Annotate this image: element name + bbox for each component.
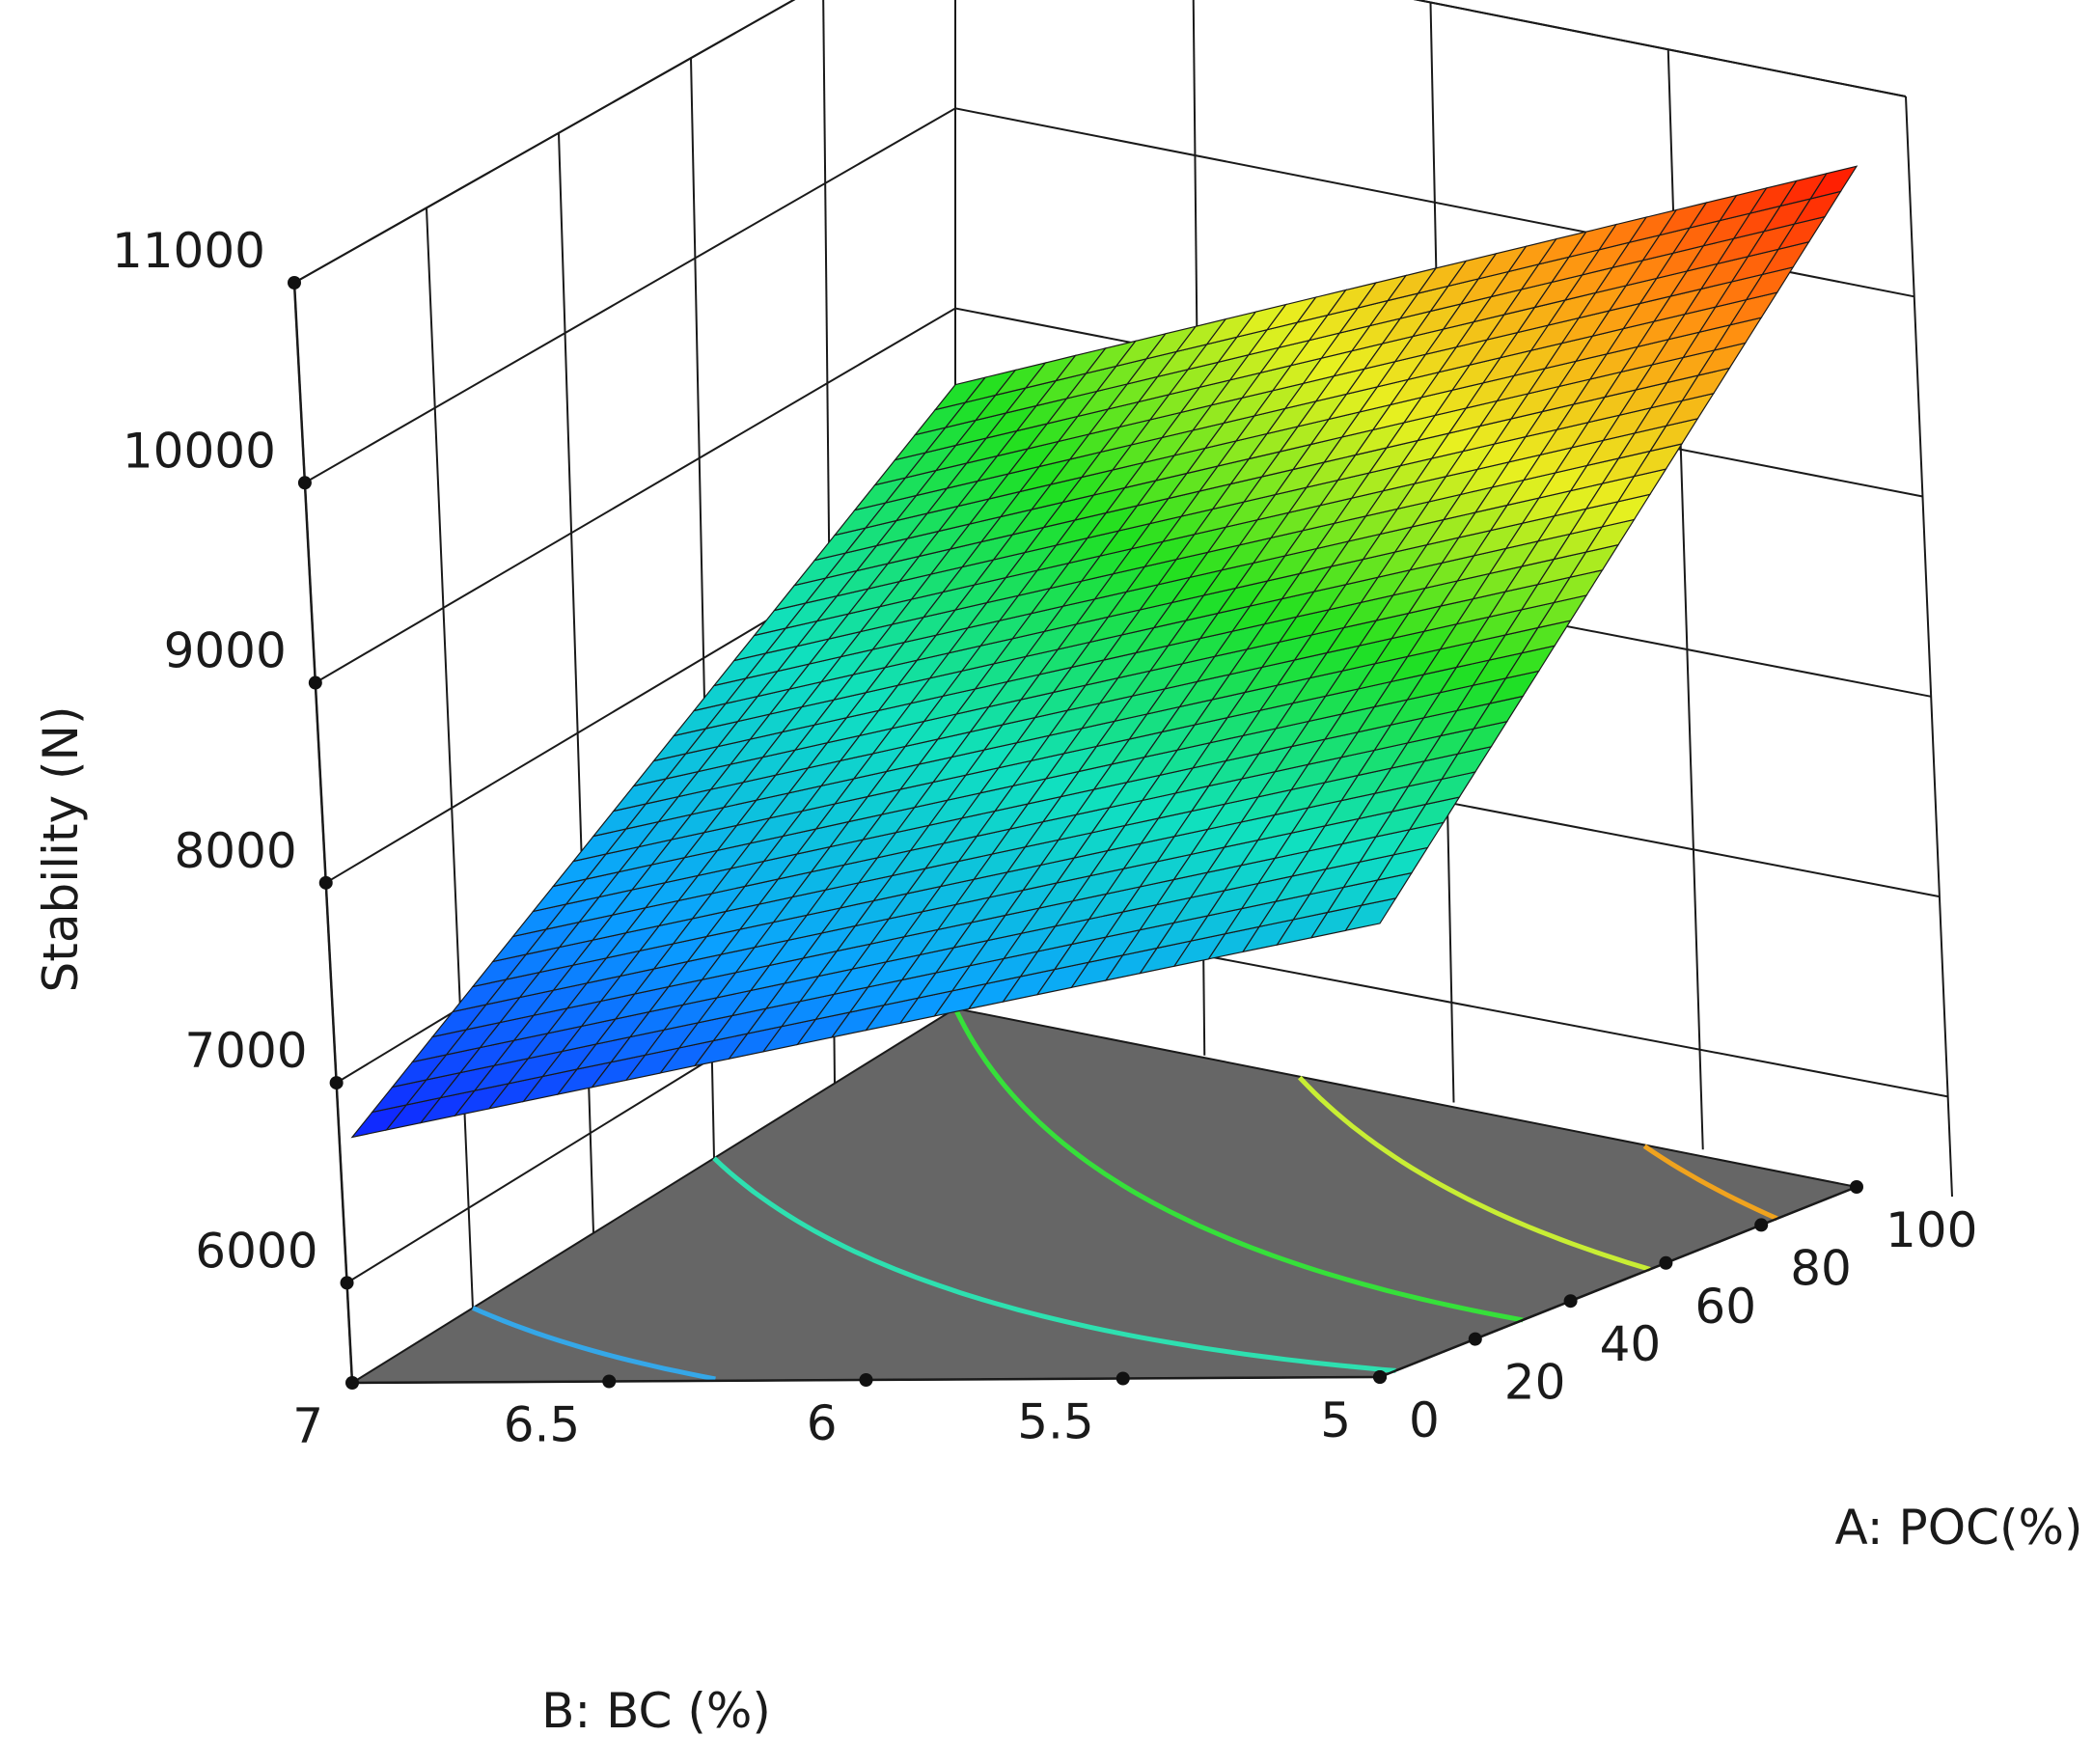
z-axis-line	[292, 282, 354, 1384]
z-tick-dot	[318, 875, 333, 890]
contour-line	[471, 1306, 716, 1382]
z-tick-label: 11000	[112, 223, 265, 279]
contour-line	[1297, 1075, 1651, 1272]
z-tick-label: 8000	[174, 823, 296, 879]
z-tick-dot	[329, 1076, 344, 1090]
a-tick-dot	[1850, 1180, 1863, 1194]
a-tick-label: 60	[1694, 1279, 1756, 1335]
b-tick-dot	[859, 1373, 873, 1387]
a-tick-dot	[1754, 1218, 1769, 1232]
b-tick-label: 6.5	[504, 1397, 581, 1453]
z-axis-title: Stability (N)	[33, 706, 89, 993]
contour-line	[1642, 1144, 1778, 1222]
a-tick-label: 40	[1600, 1316, 1662, 1372]
z-tick-dot	[308, 675, 322, 690]
a-tick-label: 20	[1504, 1355, 1566, 1411]
b-tick-dot	[602, 1374, 617, 1389]
z-tick-dot	[288, 276, 301, 289]
a-tick-label: 100	[1886, 1202, 1977, 1258]
b-tick-label: 6	[807, 1395, 838, 1451]
z-tick-label: 6000	[195, 1223, 317, 1279]
b-tick-label: 5.5	[1017, 1394, 1094, 1450]
wall-grid-line	[426, 207, 474, 1309]
b-tick-dot	[345, 1376, 359, 1390]
z-tick-dot	[340, 1276, 354, 1290]
a-axis-line	[1379, 1185, 1858, 1379]
contour-line	[952, 1006, 1524, 1323]
b-tick-label: 7	[292, 1398, 323, 1454]
wall-grid-line	[1905, 96, 1953, 1198]
b-axis-title: B: BC (%)	[541, 1683, 771, 1739]
z-tick-label: 9000	[164, 623, 287, 679]
b-tick-label: 5	[1320, 1392, 1351, 1448]
contour-line	[712, 1156, 1396, 1373]
z-tick-dot	[297, 476, 312, 490]
z-tick-label: 7000	[184, 1023, 307, 1079]
a-tick-dot	[1563, 1294, 1578, 1309]
a-tick-dot	[1659, 1255, 1673, 1270]
wall-grid-line	[293, 0, 1907, 284]
a-tick-label: 0	[1409, 1392, 1440, 1448]
a-tick-dot	[1468, 1332, 1482, 1346]
b-tick-dot	[1115, 1371, 1130, 1386]
a-axis-title: A: POC(%)	[1834, 1500, 2082, 1556]
a-tick-label: 80	[1790, 1240, 1852, 1296]
z-tick-label: 10000	[123, 423, 276, 479]
a-tick-dot	[1373, 1370, 1387, 1384]
surface-cell	[1808, 165, 1859, 200]
